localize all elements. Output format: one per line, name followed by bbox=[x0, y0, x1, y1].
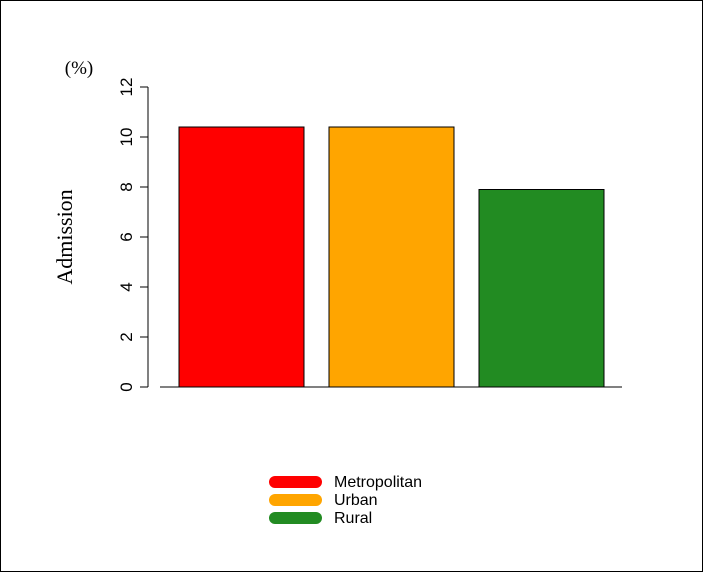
bar-metropolitan bbox=[178, 126, 305, 388]
legend-label-metropolitan: Metropolitan bbox=[334, 474, 422, 491]
y-tick-label-2: 2 bbox=[117, 332, 136, 341]
y-tick-label-10: 10 bbox=[117, 128, 136, 147]
y-tick-label-6: 6 bbox=[117, 232, 136, 241]
legend-label-rural: Rural bbox=[334, 510, 372, 527]
y-axis: 0 2 4 6 8 10 12 bbox=[117, 78, 149, 392]
y-tick-label-8: 8 bbox=[117, 182, 136, 191]
bar-group bbox=[178, 126, 605, 388]
bar-urban bbox=[328, 126, 455, 388]
y-axis-title: Admission bbox=[52, 189, 77, 284]
bar-rural bbox=[478, 189, 605, 388]
y-tick-label-12: 12 bbox=[117, 78, 136, 97]
unit-label: (%) bbox=[65, 58, 93, 79]
y-tick-label-4: 4 bbox=[117, 282, 136, 291]
legend-label-urban: Urban bbox=[334, 492, 378, 509]
y-tick-label-0: 0 bbox=[117, 382, 136, 391]
